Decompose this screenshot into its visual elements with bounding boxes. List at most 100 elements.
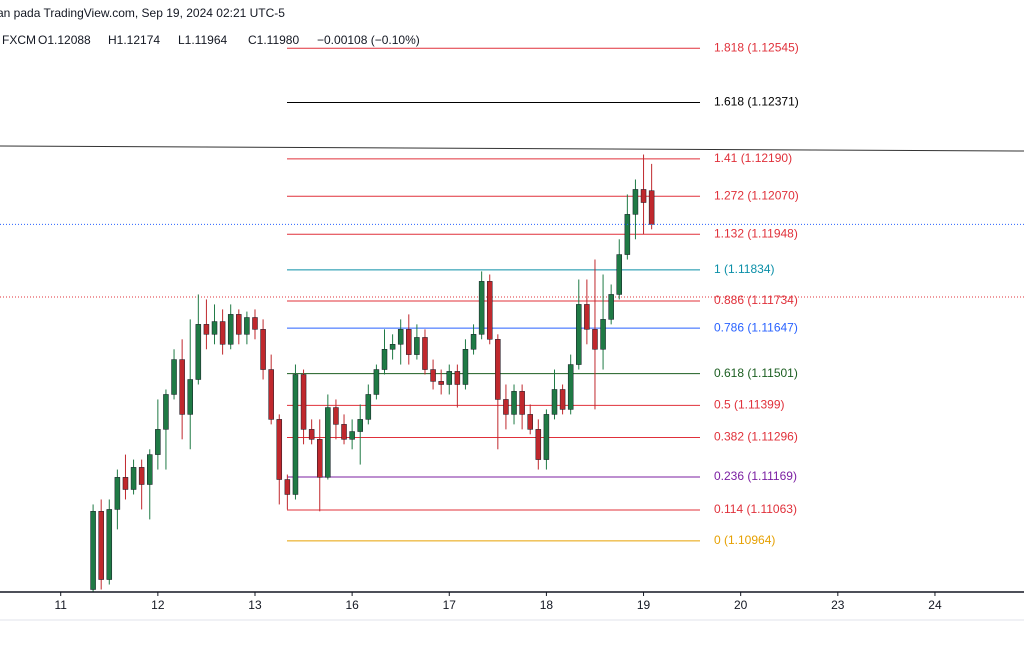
candle-body (308, 429, 315, 440)
candle-body (227, 314, 234, 345)
candle-body (486, 281, 493, 340)
candle-body (495, 339, 501, 400)
candle-body (381, 349, 388, 370)
candle-body (438, 381, 444, 385)
candle-body (640, 189, 647, 203)
fib-level-label: 0.236 (1.11169) (714, 469, 797, 483)
candle-body (559, 389, 566, 410)
candle-body (478, 281, 485, 335)
candle-body (503, 399, 509, 415)
legend-text: H1.12174 (108, 33, 160, 47)
candle-body (90, 511, 96, 590)
plot-area (0, 47, 1024, 592)
x-tick-label: 19 (637, 598, 651, 612)
candle-body (632, 189, 639, 215)
x-tick-label: 18 (540, 598, 554, 612)
x-tick-label: 24 (928, 598, 942, 612)
candle-body (203, 324, 210, 335)
candle-body (567, 364, 574, 410)
candle-body (163, 394, 169, 430)
candle-body (430, 369, 436, 382)
candle-body (414, 337, 420, 355)
candle-body (600, 319, 606, 350)
candle-body (406, 329, 412, 355)
candle-body (446, 371, 453, 385)
candle-body (179, 359, 185, 415)
candle-body (187, 379, 193, 415)
candle-body (349, 431, 355, 440)
fib-level-label: 0.618 (1.11501) (714, 366, 798, 380)
legend-text: L1.11964 (178, 33, 227, 47)
fib-level-label: 1.132 (1.11948) (714, 226, 798, 240)
candle-body (592, 329, 598, 350)
fib-level-label: 0 (1.10964) (714, 533, 775, 547)
candle-body (260, 329, 266, 370)
candle-body (648, 190, 655, 225)
candle-body (454, 371, 461, 385)
fib-level-label: 0.5 (1.11399) (714, 398, 785, 412)
candle-body (98, 511, 104, 580)
fib-level-label: 1.41 (1.12190) (714, 151, 792, 165)
candle-body (584, 304, 590, 330)
legend-text: −0.00108 (−0.10%) (317, 33, 420, 47)
candle-body (244, 317, 250, 335)
candle-body (316, 439, 323, 478)
x-tick-label: 13 (248, 598, 262, 612)
chart-title: an pada TradingView.com, Sep 19, 2024 02… (0, 6, 285, 20)
candle-body (511, 391, 517, 415)
legend-text: C1.11980 (248, 33, 299, 47)
candle-body (284, 479, 291, 495)
candle-body (543, 414, 550, 460)
candle-body (551, 389, 558, 415)
candle-body (527, 414, 533, 430)
candle-body (519, 391, 525, 415)
candle-body (300, 374, 307, 430)
candle-body (268, 369, 274, 420)
fib-level-label: 0.114 (1.11063) (714, 502, 797, 516)
candle-body (333, 407, 339, 425)
x-tick-label: 11 (54, 598, 67, 612)
candle-body (292, 374, 299, 495)
candle-body (252, 317, 258, 330)
candle-body (576, 304, 582, 365)
candle-body (138, 467, 145, 485)
candle-body (365, 394, 372, 420)
candle-body (122, 477, 129, 490)
candle-body (171, 359, 177, 395)
candle-body (106, 509, 113, 580)
candle-body (624, 214, 631, 255)
fib-level-label: 1.818 (1.12545) (714, 40, 799, 54)
candle-body (325, 407, 331, 478)
legend-text: FXCM (2, 33, 36, 47)
legend-text: O1.12088 (38, 33, 91, 47)
x-tick-label: 17 (443, 598, 457, 612)
candle-body (211, 321, 218, 335)
x-tick-label: 20 (734, 598, 748, 612)
candle-body (276, 419, 283, 480)
candle-body (462, 349, 469, 385)
trend-line (0, 145, 1024, 152)
candle-body (470, 334, 477, 350)
fib-level-label: 0.382 (1.11296) (714, 430, 798, 444)
fib-level-label: 1 (1.11834) (714, 262, 775, 276)
candle-body (422, 337, 428, 370)
x-tick-label: 23 (831, 598, 845, 612)
candle-body (357, 419, 363, 432)
fib-level-label: 1.618 (1.12371) (714, 95, 799, 109)
fib-level-label: 0.786 (1.11647) (714, 320, 798, 334)
candle-body (373, 369, 380, 395)
candle-body (341, 424, 347, 440)
candle-body (147, 454, 153, 485)
candle-body (616, 254, 623, 295)
fib-level-label: 1.272 (1.12070) (714, 188, 799, 202)
candle-body (195, 324, 202, 380)
x-tick-label: 12 (151, 598, 165, 612)
fib-level-label: 0.886 (1.11734) (714, 293, 798, 307)
candle-body (389, 344, 396, 350)
candle-body (219, 321, 226, 345)
candle-body (130, 467, 137, 490)
candle-body (397, 329, 404, 345)
candle-body (114, 477, 121, 510)
candle-body (608, 294, 614, 320)
